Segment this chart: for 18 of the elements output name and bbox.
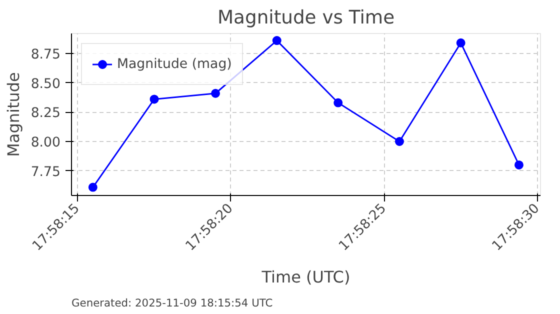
y-tick-label: 8.25 <box>30 106 61 122</box>
point <box>456 38 466 48</box>
x-axis-title: Time (UTC) <box>260 267 350 286</box>
point <box>394 137 404 146</box>
y-axis-title: Magnitude <box>4 72 23 157</box>
point <box>272 36 282 46</box>
legend-label: Magnitude (mag) <box>117 56 232 72</box>
y-tick-label: 8.00 <box>30 136 61 150</box>
y-tick-label: 7.75 <box>30 164 61 180</box>
y-tick-label: 8.50 <box>30 76 61 92</box>
point <box>334 98 343 108</box>
point <box>211 88 220 98</box>
point <box>150 94 159 104</box>
y-tick-label: 8.75 <box>30 47 61 62</box>
chart-title: Magnitude vs Time <box>217 8 395 28</box>
text: Generated: 2025-11-09 18:15:54 UTC <box>72 296 273 310</box>
point <box>88 182 98 192</box>
point <box>514 160 524 170</box>
